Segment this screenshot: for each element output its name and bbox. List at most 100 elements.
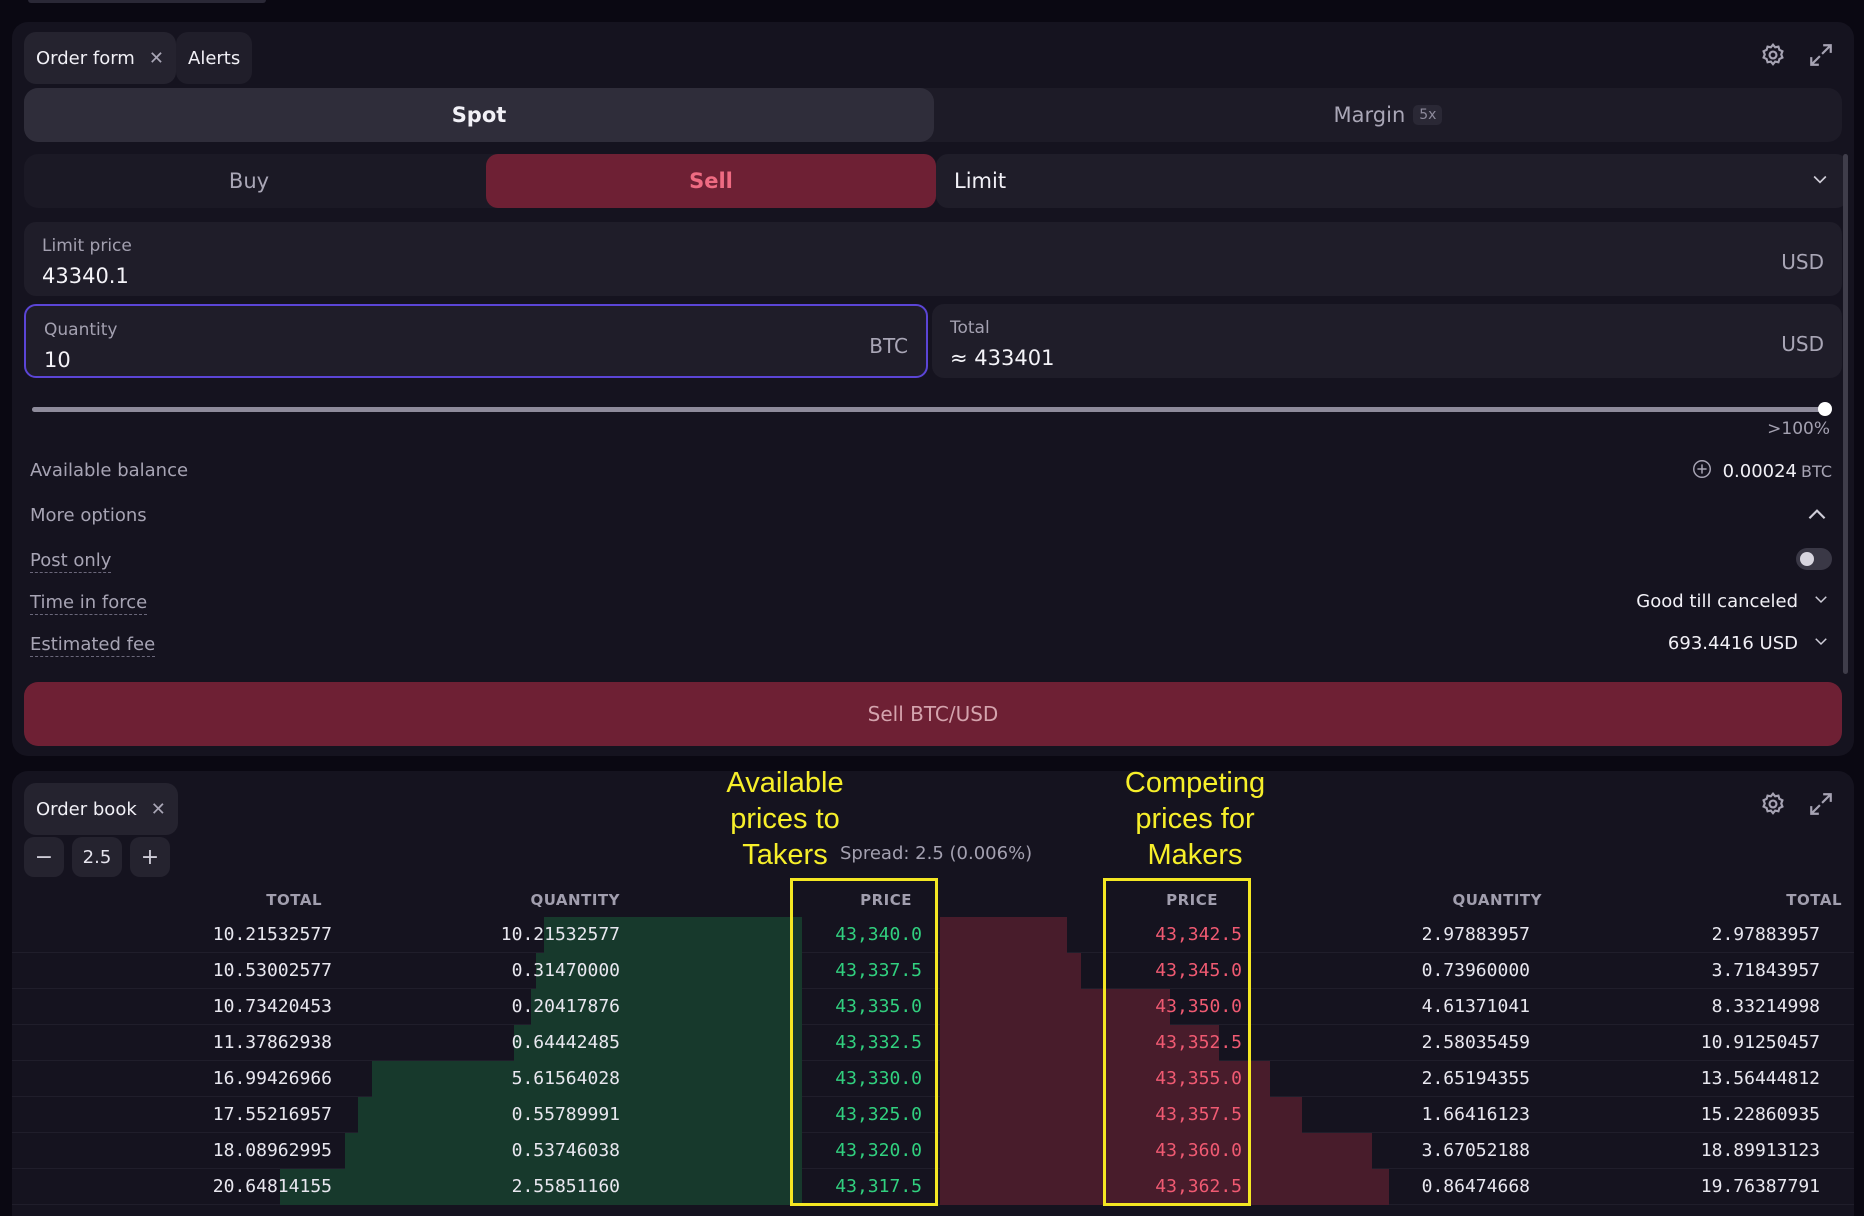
ask-depth-bar <box>940 1169 1390 1205</box>
bid-depth-bar <box>358 1097 802 1133</box>
bid-total-cell: 10.21532577 <box>212 924 332 945</box>
ask-total-cell: 19.76387791 <box>1700 1176 1820 1197</box>
ask-depth-bar <box>940 1133 1373 1169</box>
bid-depth-bar <box>535 953 802 989</box>
ask-total-cell: 15.22860935 <box>1700 1104 1820 1125</box>
gear-icon[interactable] <box>1756 787 1790 821</box>
bid-quantity-cell: 0.55789991 <box>511 1104 620 1125</box>
close-icon[interactable]: ✕ <box>150 798 166 820</box>
order-book-row[interactable]: 10.21532577 10.21532577 43,340.0 43,342.5 2.… <box>12 917 1854 953</box>
side-toggle: Buy Sell <box>24 154 936 208</box>
bid-total-header: TOTAL <box>266 891 322 909</box>
order-book-row[interactable]: 16.99426966 5.61564028 43,330.0 43,355.0 2.6… <box>12 1061 1854 1097</box>
bid-depth-bar <box>543 917 802 953</box>
add-funds-icon[interactable] <box>1691 458 1713 485</box>
order-book-row[interactable]: 10.53002577 0.31470000 43,337.5 43,345.0 0.7… <box>12 953 1854 989</box>
increment-button[interactable]: + <box>130 837 170 877</box>
spot-option[interactable]: Spot <box>24 88 934 142</box>
available-balance-value: 0.00024 <box>1722 461 1798 482</box>
bid-total-cell: 20.64814155 <box>212 1176 332 1197</box>
increment-value[interactable]: 2.5 <box>72 837 122 877</box>
spread-indicator: Spread: 2.5 (0.006%) <box>840 843 1033 864</box>
ask-total-cell: 2.97883957 <box>1711 924 1820 945</box>
bid-quantity-cell: 5.61564028 <box>511 1068 620 1089</box>
submit-order-button[interactable]: Sell BTC/USD <box>24 682 1842 746</box>
estimated-fee[interactable]: 693.4416 USD <box>1668 632 1830 655</box>
toggle-knob <box>1800 552 1814 566</box>
sell-button[interactable]: Sell <box>486 154 936 208</box>
expand-icon[interactable] <box>1804 38 1838 72</box>
bid-quantity-cell: 0.20417876 <box>511 996 620 1017</box>
tab-alerts[interactable]: Alerts <box>176 32 252 84</box>
post-only-toggle[interactable] <box>1796 548 1832 570</box>
bid-total-cell: 17.55216957 <box>212 1104 332 1125</box>
ask-quantity-cell: 0.73960000 <box>1421 960 1530 981</box>
order-book-row[interactable]: 10.73420453 0.20417876 43,335.0 43,350.0 4.6… <box>12 989 1854 1025</box>
bid-total-cell: 10.53002577 <box>212 960 332 981</box>
order-form-panel: Order form ✕ Alerts Spot Margin 5x Buy S… <box>12 22 1854 756</box>
slider-percent: >100% <box>1767 419 1830 439</box>
quantity-input[interactable]: 10 <box>44 348 71 372</box>
ask-total-cell: 8.33214998 <box>1711 996 1820 1017</box>
ask-total-cell: 18.89913123 <box>1700 1140 1820 1161</box>
slider-fill <box>32 407 1828 412</box>
ask-quantity-cell: 0.86474668 <box>1421 1176 1530 1197</box>
order-book-row[interactable]: 11.37862938 0.64442485 43,332.5 43,352.5 2.5… <box>12 1025 1854 1061</box>
expand-icon[interactable] <box>1804 787 1838 821</box>
makers-highlight-box <box>1103 878 1251 1206</box>
leverage-badge: 5x <box>1413 105 1443 125</box>
ask-depth-bar <box>940 953 1082 989</box>
price-increment-stepper: − 2.5 + <box>24 837 170 877</box>
ask-total-cell: 13.56444812 <box>1700 1068 1820 1089</box>
bid-price-cell: 43,330.0 <box>835 1068 922 1089</box>
total-field[interactable]: Total ≈ 433401 USD <box>932 304 1842 378</box>
bid-price-cell: 43,335.0 <box>835 996 922 1017</box>
decrement-button[interactable]: − <box>24 837 64 877</box>
order-book-row[interactable]: 18.08962995 0.53746038 43,320.0 43,360.0 3.6… <box>12 1133 1854 1169</box>
order-book-row[interactable]: 17.55216957 0.55789991 43,325.0 43,357.5 1.6… <box>12 1097 1854 1133</box>
ask-quantity-cell: 2.97883957 <box>1421 924 1530 945</box>
limit-price-field[interactable]: Limit price 43340.1 USD <box>24 222 1842 296</box>
more-options-label[interactable]: More options <box>30 505 147 526</box>
ask-depth-bar <box>940 1025 1220 1061</box>
close-icon[interactable]: ✕ <box>148 47 164 69</box>
margin-label: Margin <box>1333 103 1406 127</box>
margin-option[interactable]: Margin 5x <box>934 88 1842 142</box>
time-in-force-label: Time in force <box>30 592 148 615</box>
chevron-down-icon <box>1812 590 1830 613</box>
gear-icon[interactable] <box>1756 38 1790 72</box>
chevron-up-icon[interactable] <box>1804 502 1830 532</box>
total-input[interactable]: ≈ 433401 <box>950 346 1055 370</box>
ask-depth-bar <box>940 989 1170 1025</box>
estimated-fee-label: Estimated fee <box>30 634 156 657</box>
chevron-down-icon <box>1810 169 1830 194</box>
ask-price-cell: 43,355.0 <box>1155 1068 1242 1089</box>
bid-price-cell: 43,320.0 <box>835 1140 922 1161</box>
amount-slider[interactable] <box>32 402 1832 416</box>
tab-order-form[interactable]: Order form ✕ <box>24 32 176 84</box>
quantity-field[interactable]: Quantity 10 BTC <box>24 304 928 378</box>
bid-price-cell: 43,317.5 <box>835 1176 922 1197</box>
ask-price-cell: 43,362.5 <box>1155 1176 1242 1197</box>
order-type-select[interactable]: Limit <box>936 154 1848 208</box>
bid-price-header: PRICE <box>860 891 912 909</box>
chevron-down-icon <box>1812 632 1830 655</box>
limit-price-input[interactable]: 43340.1 <box>42 264 129 288</box>
bid-total-cell: 16.99426966 <box>212 1068 332 1089</box>
ask-total-cell: 3.71843957 <box>1711 960 1820 981</box>
bid-price-cell: 43,340.0 <box>835 924 922 945</box>
slider-handle[interactable] <box>1818 402 1832 416</box>
buy-button[interactable]: Buy <box>228 169 270 193</box>
order-book-row[interactable]: 20.64814155 2.55851160 43,317.5 43,362.5 0.8… <box>12 1169 1854 1205</box>
total-label: Total <box>950 318 990 338</box>
quantity-unit: BTC <box>869 334 908 358</box>
bid-total-cell: 10.73420453 <box>212 996 332 1017</box>
bid-quantity-cell: 10.21532577 <box>500 924 620 945</box>
ask-total-header: TOTAL <box>1786 891 1842 909</box>
scrollbar[interactable] <box>1843 154 1848 674</box>
ask-quantity-cell: 3.67052188 <box>1421 1140 1530 1161</box>
time-in-force-select[interactable]: Good till canceled <box>1636 590 1830 613</box>
order-book-panel: Order book ✕ − 2.5 + Spread: 2.5 (0.006%… <box>12 771 1854 1216</box>
tab-order-book[interactable]: Order book ✕ <box>24 783 178 835</box>
quantity-label: Quantity <box>44 320 118 340</box>
